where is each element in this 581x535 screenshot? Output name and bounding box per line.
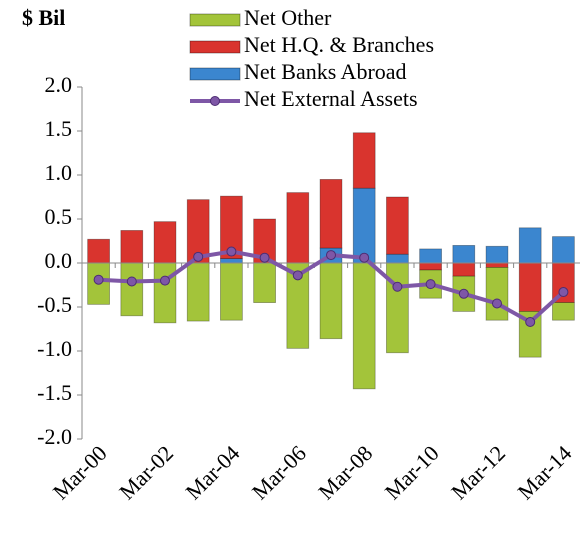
bar — [120, 262, 144, 317]
x-tick-label: Mar-08 — [313, 440, 377, 504]
line-point — [259, 252, 270, 263]
bar — [485, 245, 509, 264]
bar — [386, 253, 409, 264]
bar — [120, 230, 144, 264]
y-tick-label: -2.0 — [37, 424, 72, 449]
y-tick-label: 0.5 — [45, 204, 73, 229]
y-tick-label: 1.5 — [45, 116, 73, 141]
bar — [485, 266, 509, 321]
x-tick-label: Mar-10 — [380, 440, 444, 504]
bar — [552, 236, 575, 264]
bar — [386, 196, 409, 255]
line-point — [425, 279, 436, 290]
legend-swatch — [189, 67, 241, 81]
bar — [419, 262, 442, 271]
bar — [220, 258, 243, 264]
bar — [253, 262, 276, 303]
line-point — [458, 288, 469, 299]
legend-swatch — [189, 40, 241, 54]
line-point — [126, 276, 137, 287]
bar — [220, 195, 243, 259]
x-tick-label: Mar-12 — [446, 440, 510, 504]
line-point — [492, 298, 502, 309]
line-point — [392, 281, 403, 292]
y-tick-label: -1.5 — [37, 380, 72, 405]
bar — [352, 187, 376, 264]
legend-label: Net External Assets — [244, 86, 418, 111]
x-tick-label: Mar-00 — [48, 440, 112, 504]
line-point — [292, 270, 303, 281]
line-point — [193, 251, 204, 262]
bar — [352, 132, 376, 189]
bar — [153, 221, 177, 264]
bar — [186, 262, 210, 322]
x-tick-label: Mar-02 — [114, 440, 178, 504]
line-point — [160, 275, 170, 286]
bar — [518, 227, 542, 264]
bar — [452, 244, 476, 264]
bar — [485, 262, 509, 268]
x-tick-label: Mar-14 — [512, 440, 576, 504]
y-tick-label: -0.5 — [37, 292, 72, 317]
y-tick-label: 1.0 — [45, 160, 73, 185]
y-tick-label: 0.0 — [45, 248, 73, 273]
legend-label: Net Other — [244, 5, 332, 30]
bar — [386, 262, 409, 354]
legend-swatch — [189, 13, 241, 27]
x-tick-label: Mar-04 — [180, 440, 244, 504]
line-point — [326, 250, 336, 261]
line-point — [93, 274, 104, 285]
legend-label: Net Banks Abroad — [244, 59, 407, 84]
bar — [153, 262, 177, 324]
bar — [319, 178, 343, 249]
x-tick-label: Mar-06 — [247, 440, 311, 504]
y-tick-label: 2.0 — [45, 72, 73, 97]
line-point — [359, 252, 370, 263]
legend-label: Net H.Q. & Branches — [244, 32, 434, 57]
bar — [518, 310, 542, 358]
bar — [352, 262, 376, 390]
line-point — [558, 287, 569, 298]
line-point — [525, 316, 536, 327]
y-axis-label: $ Bil — [22, 5, 65, 30]
bar — [518, 262, 542, 312]
bar — [319, 262, 343, 340]
bar — [286, 192, 310, 264]
legend-swatch — [210, 96, 220, 106]
y-tick-label: -1.0 — [37, 336, 72, 361]
bar — [419, 248, 442, 264]
bar — [452, 262, 476, 277]
bar — [552, 302, 575, 321]
line-point — [226, 246, 237, 257]
bar — [220, 262, 243, 321]
bar — [87, 238, 110, 264]
